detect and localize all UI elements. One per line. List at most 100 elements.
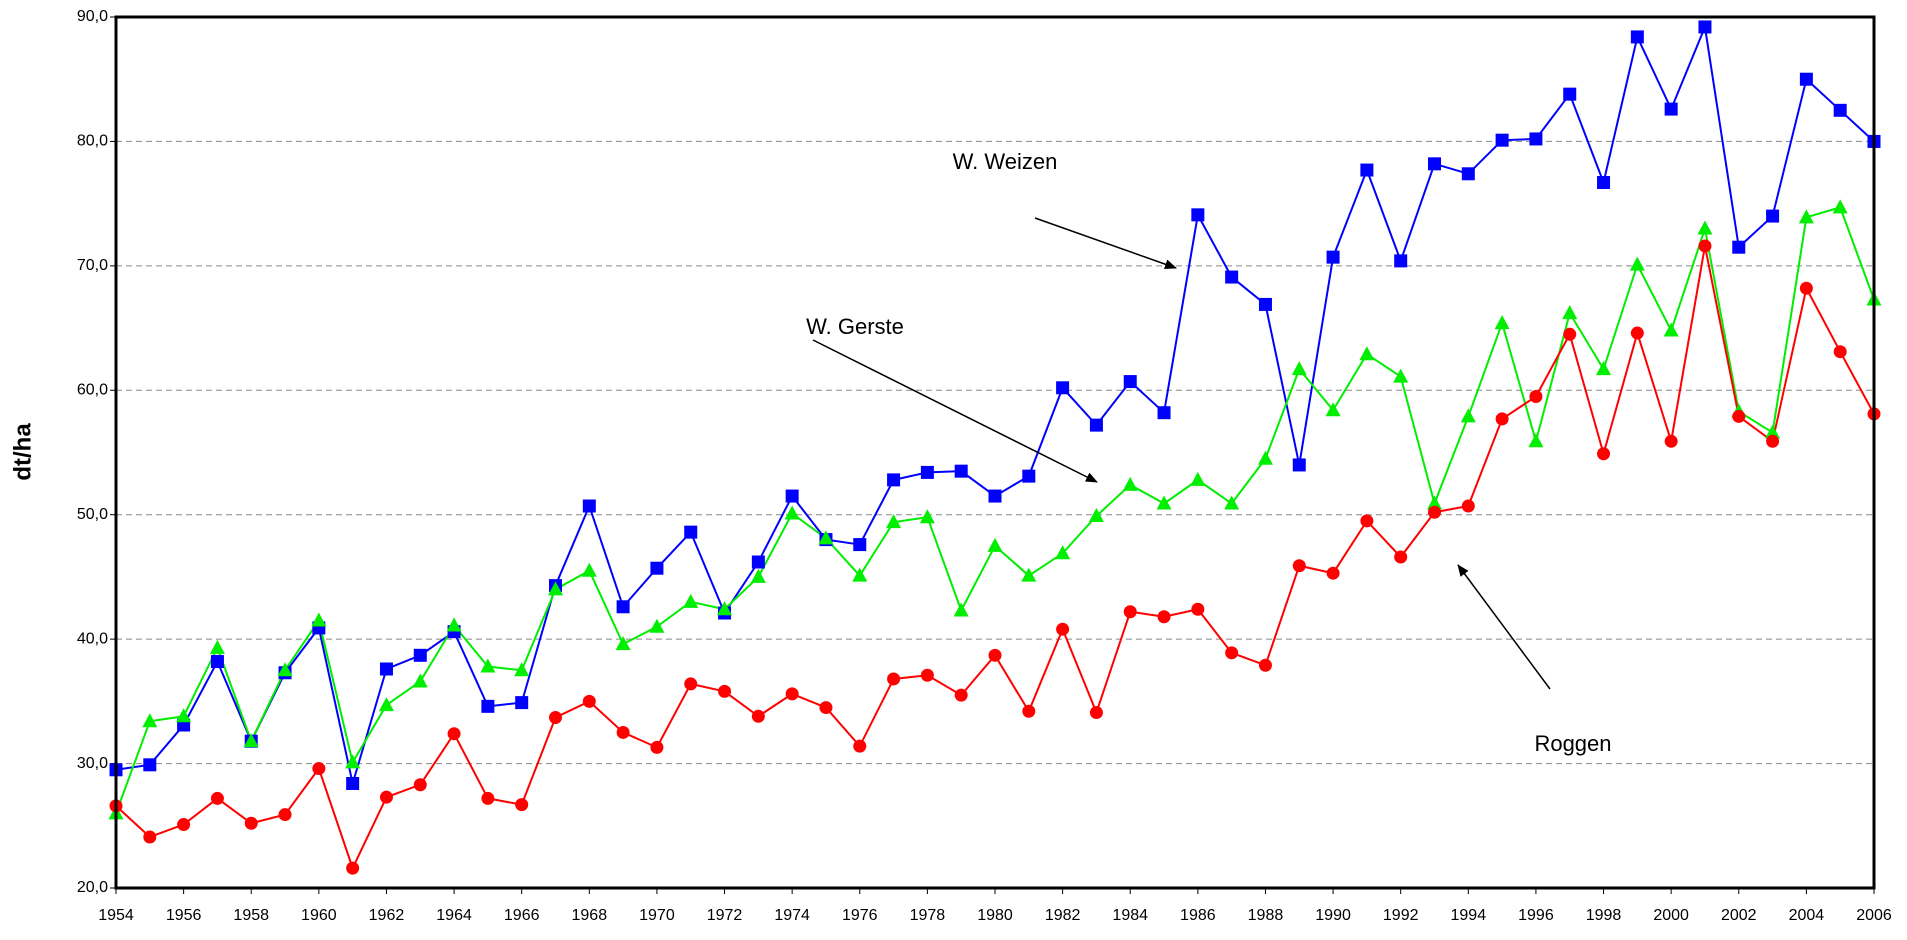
- marker: [1428, 505, 1441, 519]
- marker: [1089, 418, 1103, 432]
- marker: [684, 525, 698, 539]
- marker: [852, 567, 868, 582]
- marker: [278, 808, 292, 822]
- marker: [143, 830, 157, 844]
- series-line: [115, 23, 1875, 784]
- marker: [920, 668, 934, 682]
- marker: [1326, 566, 1340, 580]
- x-tick-label: 1998: [1586, 907, 1622, 924]
- marker: [1629, 256, 1645, 271]
- marker: [1325, 402, 1341, 417]
- y-tick-label: 30,0: [77, 755, 108, 772]
- marker: [346, 861, 360, 875]
- marker: [1258, 297, 1272, 311]
- marker: [481, 699, 495, 713]
- marker: [751, 709, 765, 723]
- marker: [1799, 281, 1813, 295]
- y-tick-label: 70,0: [77, 257, 108, 274]
- marker: [1156, 495, 1172, 510]
- x-tick-label: 1968: [572, 907, 608, 924]
- marker: [1258, 658, 1272, 672]
- marker: [819, 701, 833, 715]
- marker: [988, 648, 1002, 662]
- marker: [1766, 434, 1780, 448]
- marker: [277, 662, 293, 677]
- x-tick-label: 1978: [910, 907, 946, 924]
- marker: [582, 499, 596, 513]
- marker: [886, 514, 902, 529]
- x-tick-label: 1976: [842, 907, 878, 924]
- marker: [1460, 408, 1476, 423]
- marker: [1055, 545, 1071, 560]
- annotation: W. Weizen: [953, 149, 1058, 174]
- marker: [1630, 326, 1644, 340]
- marker: [1798, 209, 1814, 224]
- marker: [413, 778, 427, 792]
- marker: [718, 684, 732, 698]
- marker: [481, 791, 495, 805]
- marker: [446, 617, 462, 632]
- marker: [1292, 559, 1306, 573]
- x-tick-label: 1972: [707, 907, 743, 924]
- marker: [649, 618, 665, 633]
- marker: [785, 687, 799, 701]
- marker: [1765, 424, 1781, 439]
- marker: [1495, 133, 1509, 147]
- marker: [1157, 406, 1171, 420]
- x-tick-label: 1958: [233, 907, 269, 924]
- marker: [311, 612, 327, 627]
- marker: [447, 727, 461, 741]
- marker: [1732, 240, 1746, 254]
- marker: [1528, 433, 1544, 448]
- marker: [853, 739, 867, 753]
- marker: [1461, 167, 1475, 181]
- marker: [1122, 476, 1138, 491]
- marker: [1225, 270, 1239, 284]
- marker: [1292, 458, 1306, 472]
- marker: [379, 790, 393, 804]
- marker: [582, 694, 596, 708]
- marker: [1190, 471, 1206, 486]
- marker: [1698, 239, 1712, 253]
- x-tick-label: 1956: [166, 907, 202, 924]
- marker: [1021, 567, 1037, 582]
- marker: [954, 464, 968, 478]
- marker: [1359, 346, 1375, 361]
- marker: [243, 733, 259, 748]
- marker: [954, 688, 968, 702]
- marker: [987, 537, 1003, 552]
- marker: [1123, 375, 1137, 389]
- marker: [1832, 199, 1848, 214]
- marker: [1224, 495, 1240, 510]
- marker: [1664, 102, 1678, 116]
- x-tick-label: 1964: [436, 907, 472, 924]
- marker: [616, 600, 630, 614]
- marker: [1225, 646, 1239, 660]
- marker: [1597, 175, 1611, 189]
- marker: [176, 708, 192, 723]
- marker: [1698, 20, 1712, 34]
- annotations: W. Weizen W. Gerste Roggen: [806, 149, 1611, 756]
- marker: [1394, 550, 1408, 564]
- marker: [379, 662, 393, 676]
- marker: [1257, 450, 1273, 465]
- marker: [1360, 514, 1374, 528]
- marker: [1630, 30, 1644, 44]
- marker: [1833, 103, 1847, 117]
- series-line: [115, 245, 1875, 871]
- marker: [177, 818, 191, 832]
- marker: [480, 658, 496, 673]
- y-tick-label: 50,0: [77, 506, 108, 523]
- y-tick-label: 40,0: [77, 630, 108, 647]
- x-tick-label: 2004: [1789, 907, 1825, 924]
- marker: [1697, 220, 1713, 235]
- marker: [1123, 605, 1137, 619]
- x-tick-label: 1982: [1045, 907, 1081, 924]
- marker: [785, 489, 799, 503]
- marker: [684, 677, 698, 691]
- marker: [346, 776, 360, 790]
- x-tick-label: 1996: [1518, 907, 1554, 924]
- marker: [750, 568, 766, 583]
- marker: [1326, 250, 1340, 264]
